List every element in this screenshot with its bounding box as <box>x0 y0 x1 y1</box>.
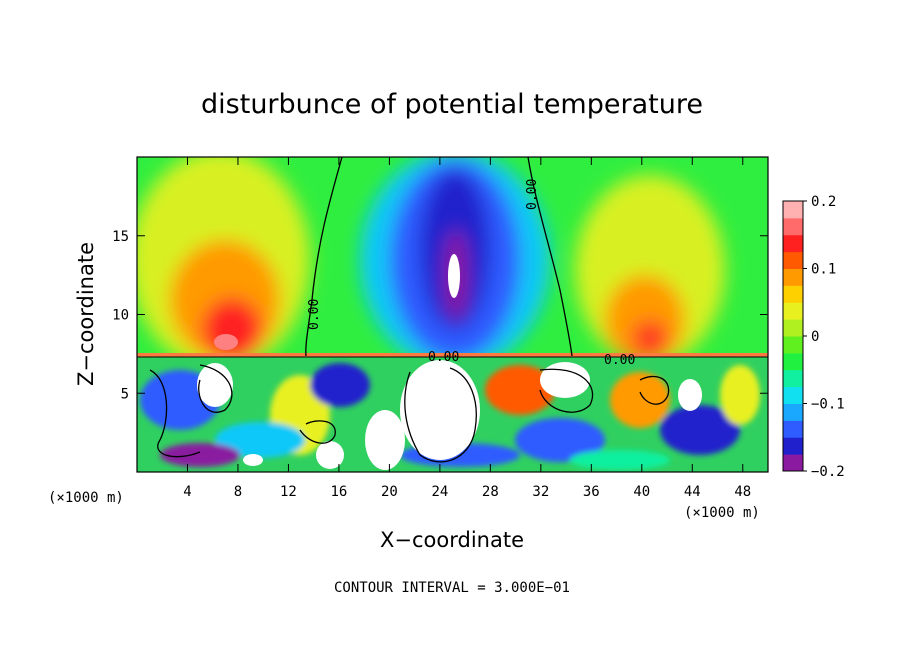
x-ticks: 4 8 12 16 20 24 28 32 36 40 44 48 <box>183 157 751 500</box>
y-tick-label: 15 <box>112 229 129 245</box>
x-unit-left: (×1000 m) <box>48 490 124 506</box>
colorbar-cell <box>783 234 803 253</box>
y-axis-title: Z−coordinate <box>74 242 98 386</box>
x-tick-label: 24 <box>431 484 448 500</box>
x-tick-label: 28 <box>482 484 499 500</box>
contour-label: 0.00 <box>428 350 459 365</box>
contour-interval-note: CONTOUR INTERVAL = 3.000E−01 <box>334 580 570 596</box>
heatmap-field <box>137 157 768 472</box>
contour-label: 0.00 <box>604 353 635 368</box>
x-tick-label: 44 <box>684 484 701 500</box>
y-tick-label: 10 <box>112 308 129 324</box>
x-tick-label: 4 <box>183 484 191 500</box>
colorbar-cell <box>783 201 803 219</box>
x-unit-right: (×1000 m) <box>684 505 760 521</box>
colorbar-cell <box>783 302 803 320</box>
colorbar-cell <box>783 319 803 337</box>
colorbar-tick-label: 0 <box>811 329 819 345</box>
colorbar-cell <box>783 420 803 438</box>
x-tick-label: 8 <box>234 484 242 500</box>
x-tick-label: 48 <box>734 484 751 500</box>
x-tick-label: 40 <box>633 484 650 500</box>
contour-label: 0.00 <box>525 179 540 210</box>
colorbar-cell <box>783 285 803 303</box>
x-tick-label: 32 <box>532 484 549 500</box>
contour-label: 0.00 <box>307 299 322 330</box>
colorbar-cell <box>783 352 803 371</box>
x-tick-label: 12 <box>280 484 297 500</box>
x-tick-label: 16 <box>330 484 347 500</box>
colorbar-cell <box>783 268 803 286</box>
colorbar: 0.2 0.1 0 −0.1 −0.2 <box>782 194 845 480</box>
x-tick-label: 20 <box>381 484 398 500</box>
y-ticks: 5 10 15 <box>112 229 768 402</box>
x-tick-label: 36 <box>583 484 600 500</box>
colorbar-cell <box>783 437 803 455</box>
y-tick-label: 5 <box>121 386 129 402</box>
colorbar-cell <box>783 386 803 404</box>
x-axis-title: X−coordinate <box>380 528 524 552</box>
colorbar-cell <box>783 454 803 472</box>
colorbar-cell <box>783 369 803 388</box>
colorbar-tick-label: 0.1 <box>811 262 836 278</box>
colorbar-tick-label: −0.2 <box>811 464 845 480</box>
colorbar-tick-label: −0.1 <box>811 397 845 413</box>
colorbar-cell <box>783 336 803 354</box>
colorbar-cell <box>783 251 803 269</box>
chart-title: disturbunce of potential temperature <box>201 89 703 120</box>
colorbar-cell <box>783 217 803 236</box>
colorbar-tick-label: 0.2 <box>811 194 836 210</box>
colorbar-cell <box>783 403 803 421</box>
